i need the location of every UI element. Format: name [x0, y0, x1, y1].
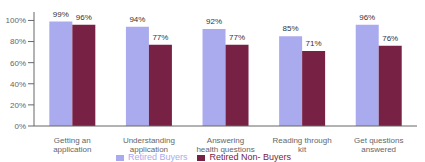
svg-text:71%: 71% — [306, 39, 322, 48]
svg-text:99%: 99% — [53, 10, 69, 19]
svg-text:96%: 96% — [76, 13, 92, 22]
svg-text:20%: 20% — [10, 101, 26, 110]
svg-text:77%: 77% — [229, 33, 245, 42]
svg-text:0%: 0% — [14, 122, 26, 131]
svg-text:Answeringhealth questions: Answeringhealth questions — [196, 136, 254, 154]
svg-text:Understandingapplication: Understandingapplication — [123, 136, 175, 154]
svg-text:80%: 80% — [10, 37, 26, 46]
svg-text:76%: 76% — [382, 34, 398, 43]
svg-text:92%: 92% — [206, 17, 222, 26]
svg-text:40%: 40% — [10, 80, 26, 89]
svg-text:Get questionsanswered: Get questionsanswered — [354, 136, 403, 154]
svg-text:77%: 77% — [152, 33, 168, 42]
svg-text:94%: 94% — [129, 15, 145, 24]
svg-text:60%: 60% — [10, 59, 26, 68]
svg-text:85%: 85% — [283, 24, 299, 33]
svg-text:Getting anapplication: Getting anapplication — [53, 136, 91, 154]
svg-text:96%: 96% — [359, 13, 375, 22]
svg-text:Reading throughkit: Reading throughkit — [273, 136, 332, 154]
html-text:Retired Buyers: Retired Buyers — [128, 152, 188, 162]
html-text:Retired Non- Buyers: Retired Non- Buyers — [209, 152, 291, 162]
svg-text:100%: 100% — [8, 16, 26, 25]
